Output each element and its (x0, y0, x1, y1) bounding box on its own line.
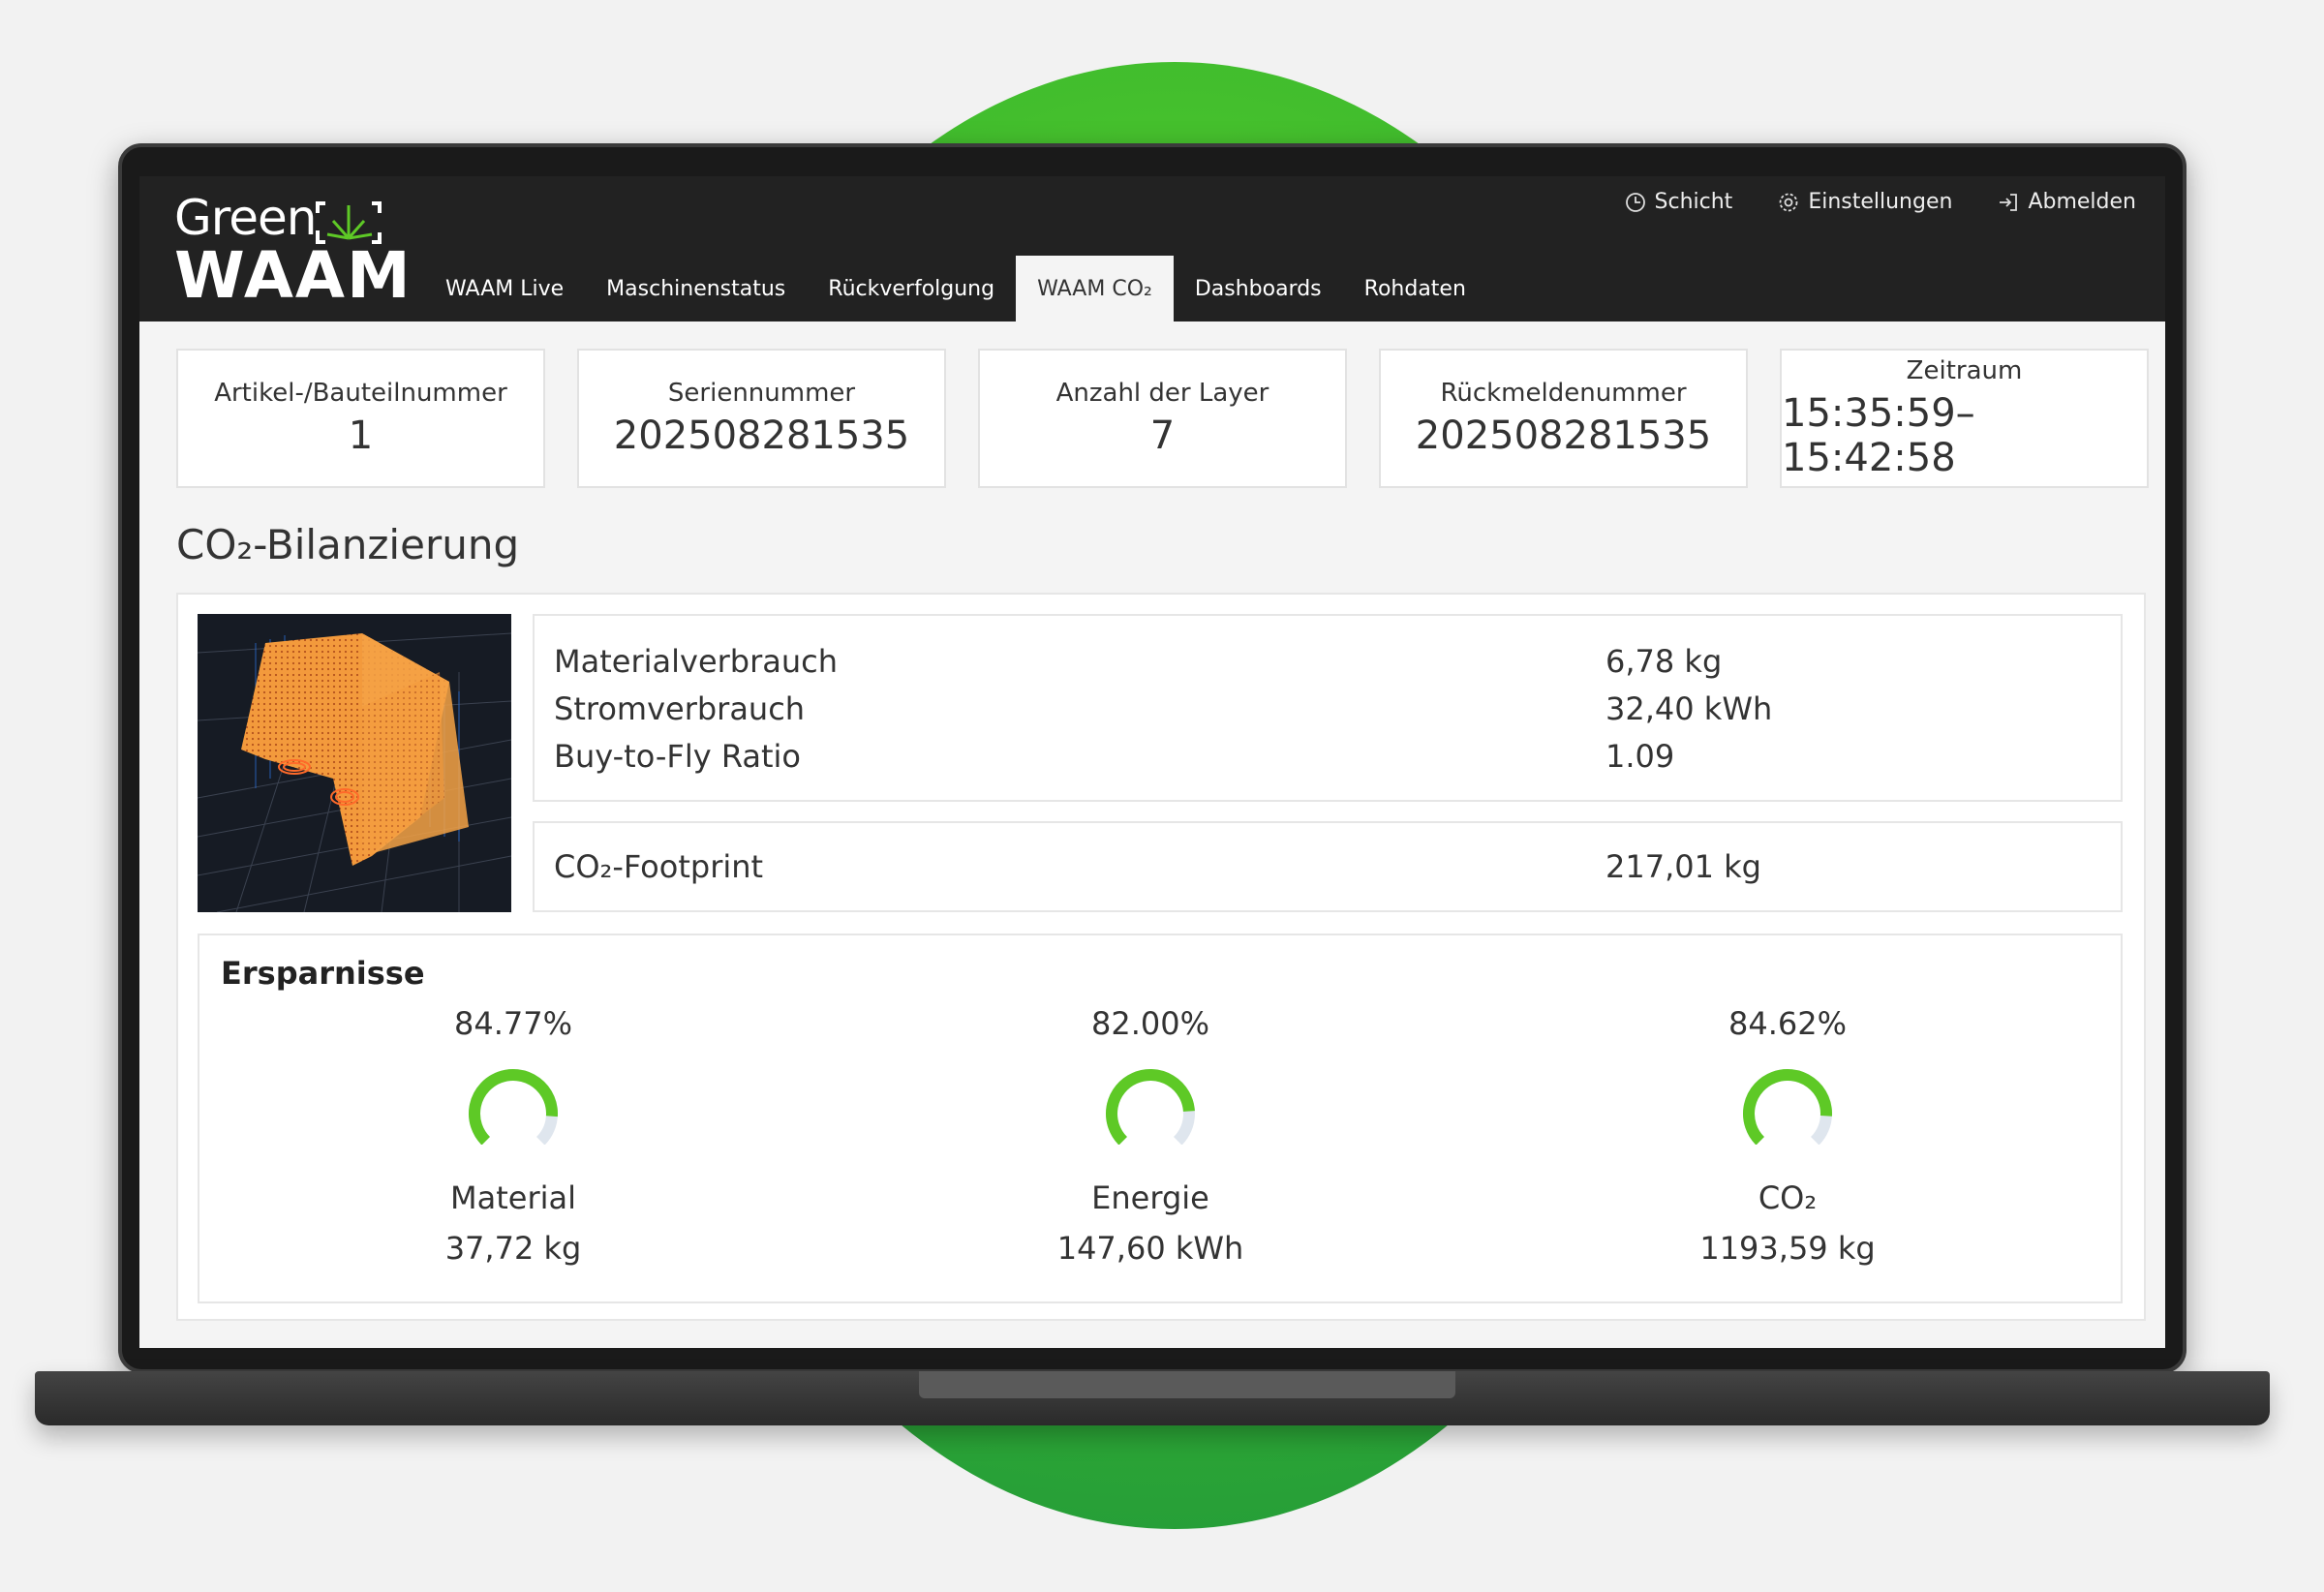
card-label: Anzahl der Layer (1055, 379, 1269, 408)
gauge-percent: 84.62% (1728, 1005, 1847, 1042)
greenwaam-logo[interactable]: Green WAAM (174, 190, 411, 313)
gauge-amount: 37,72 kg (444, 1230, 582, 1267)
logout-icon (2000, 193, 2018, 211)
gauge-name: Energie (1091, 1179, 1209, 1216)
gauge-amount: 147,60 kWh (1056, 1230, 1244, 1267)
metric-label-power: Stromverbrauch (554, 690, 806, 727)
logout-label: Abmelden (2028, 190, 2136, 214)
gauge-fill (469, 1069, 558, 1145)
gauge-fill (1106, 1069, 1195, 1145)
logo-text-green: Green (174, 190, 317, 246)
card-label: Rückmeldenummer (1440, 379, 1687, 408)
gauge-percent: 84.77% (453, 1005, 572, 1042)
card-value: 202508281535 (1415, 413, 1712, 458)
section-title: CO₂-Bilanzierung (176, 521, 520, 568)
gauge-material: 84.77% Material 37,72 kg (320, 1005, 707, 1267)
co2-balance-panel: Materialverbrauch 6,78 kg Stromverbrauch… (176, 593, 2146, 1321)
gauge-ring (469, 1069, 558, 1145)
card-layer-count: Anzahl der Layer 7 (978, 349, 1347, 488)
part-3d-render (198, 632, 511, 912)
card-serial-number: Seriennummer 202508281535 (577, 349, 946, 488)
card-label: Seriennummer (667, 379, 856, 408)
card-article-number: Artikel-/Bauteilnummer 1 (176, 349, 545, 488)
consumption-metrics: Materialverbrauch 6,78 kg Stromverbrauch… (533, 614, 2123, 802)
metric-label-buy-to-fly: Buy-to-Fly Ratio (554, 738, 801, 775)
laptop-base (35, 1371, 2270, 1425)
card-time-range: Zeitraum 15:35:59–15:42:58 (1780, 349, 2149, 488)
gauge-ring (1106, 1069, 1195, 1145)
card-feedback-number: Rückmeldenummer 202508281535 (1379, 349, 1748, 488)
metric-value-buy-to-fly: 1.09 (1605, 738, 1675, 775)
gear-icon (1779, 193, 1798, 211)
card-value: 1 (348, 413, 374, 458)
gauge-energy: 82.00% Energie 147,60 kWh (957, 1005, 1344, 1267)
app-screen: Green WAAM Schicht Einstellungen Abmel (139, 176, 2165, 1348)
top-bar: Green WAAM Schicht Einstellungen Abmel (139, 176, 2165, 321)
gauge-fill (1743, 1069, 1832, 1145)
gauge-co2: 84.62% CO₂ 1193,59 kg (1594, 1005, 1981, 1267)
metric-value-material: 6,78 kg (1605, 643, 1723, 680)
header-actions: Schicht Einstellungen Abmelden (1624, 190, 2136, 214)
shift-link[interactable]: Schicht (1624, 190, 1733, 214)
card-label: Zeitraum (1906, 356, 2023, 385)
main-nav: WAAM Live Maschinenstatus Rückverfolgung… (424, 256, 1487, 321)
logo-text-waam: WAAM (174, 238, 413, 313)
info-cards: Artikel-/Bauteilnummer 1 Seriennummer 20… (176, 349, 2149, 488)
card-value: 202508281535 (613, 413, 910, 458)
card-label: Artikel-/Bauteilnummer (214, 379, 507, 408)
tab-waam-co2[interactable]: WAAM CO₂ (1016, 256, 1174, 321)
logout-link[interactable]: Abmelden (1997, 190, 2136, 214)
tab-waam-live[interactable]: WAAM Live (445, 276, 565, 301)
gauge-name: Material (450, 1179, 576, 1216)
clock-icon (1625, 192, 1645, 212)
card-value: 15:35:59–15:42:58 (1782, 391, 1975, 480)
metric-value-power: 32,40 kWh (1605, 690, 1773, 727)
gauge-amount: 1193,59 kg (1699, 1230, 1876, 1267)
tab-rueckverfolgung[interactable]: Rückverfolgung (828, 276, 995, 301)
laptop-notch (919, 1371, 1455, 1398)
tab-maschinenstatus[interactable]: Maschinenstatus (606, 276, 786, 301)
savings-title: Ersparnisse (221, 955, 425, 992)
footprint-label: CO₂-Footprint (554, 848, 764, 885)
card-value: 7 (1149, 413, 1176, 458)
logo-sprout-icon (316, 201, 382, 244)
settings-link[interactable]: Einstellungen (1777, 190, 1952, 214)
footprint-value: 217,01 kg (1605, 848, 1761, 885)
tab-dashboards[interactable]: Dashboards (1194, 276, 1322, 301)
settings-label: Einstellungen (1808, 190, 1953, 214)
metric-label-material: Materialverbrauch (554, 643, 839, 680)
savings-box: Ersparnisse 84.77% Material 37,72 kg 82.… (198, 934, 2123, 1303)
gauge-percent: 82.00% (1090, 1005, 1209, 1042)
gauge-name: CO₂ (1758, 1179, 1818, 1216)
gauge-ring (1743, 1069, 1832, 1145)
part-3d-preview[interactable] (198, 614, 511, 912)
tab-rohdaten[interactable]: Rohdaten (1363, 276, 1466, 301)
shift-label: Schicht (1654, 190, 1733, 214)
co2-footprint-box: CO₂-Footprint 217,01 kg (533, 821, 2123, 912)
